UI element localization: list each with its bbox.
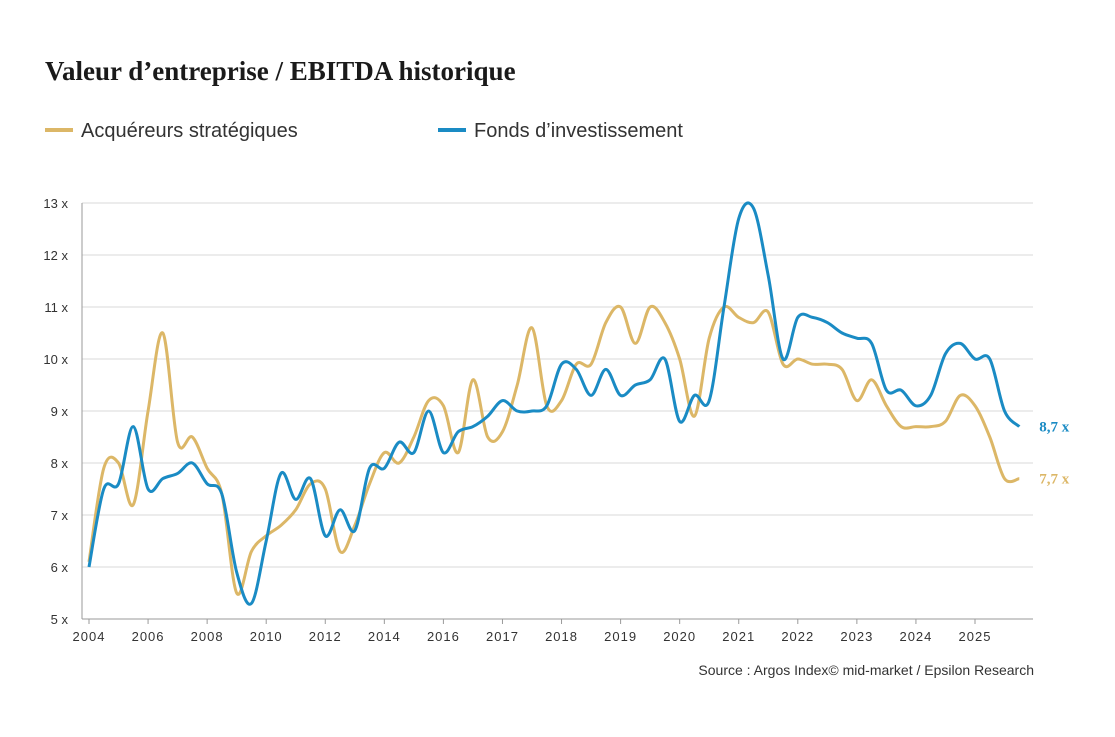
- source: Source : Argos Index© mid-market / Epsil…: [698, 662, 1034, 678]
- x-tick-label: 2012: [309, 629, 342, 644]
- x-tick-label: 2020: [663, 629, 696, 644]
- series-line: [87, 201, 1021, 606]
- end-label: 7,7 x: [1039, 472, 1070, 488]
- x-tick-label: 2022: [781, 629, 814, 644]
- x-tick-label: 2024: [899, 629, 932, 644]
- chart-title: Valeur d’entreprise / EBITDA historique: [45, 56, 516, 86]
- x-tick-label: 2010: [250, 629, 283, 644]
- y-tick-label: 11 x: [44, 300, 68, 315]
- x-tick-label: 2025: [959, 629, 992, 644]
- y-tick-label: 5 x: [51, 612, 69, 627]
- x-tick-label: 2008: [191, 629, 224, 644]
- series-line: [87, 304, 1020, 596]
- y-tick-label: 13 x: [43, 196, 68, 211]
- x-tick-label: 2023: [840, 629, 873, 644]
- y-tick-label: 6 x: [51, 560, 69, 575]
- y-tick-label: 7 x: [51, 508, 69, 523]
- x-tick-label: 2019: [604, 629, 637, 644]
- x-tick-label: 2004: [73, 629, 106, 644]
- legend-label: Fonds d’investissement: [474, 120, 683, 142]
- y-tick-label: 10 x: [43, 352, 68, 367]
- x-tick-label: 2014: [368, 629, 401, 644]
- legend-label: Acquéreurs stratégiques: [81, 120, 298, 142]
- y-tick-label: 12 x: [43, 248, 68, 263]
- x-tick-label: 2006: [132, 629, 165, 644]
- x-tick-label: 2017: [486, 629, 519, 644]
- x-tick-label: 2016: [427, 629, 460, 644]
- x-tick-label: 2021: [722, 629, 755, 644]
- y-tick-label: 9 x: [51, 404, 69, 419]
- y-tick-label: 8 x: [51, 456, 69, 471]
- x-tick-label: 2018: [545, 629, 578, 644]
- end-label: 8,7 x: [1039, 420, 1070, 436]
